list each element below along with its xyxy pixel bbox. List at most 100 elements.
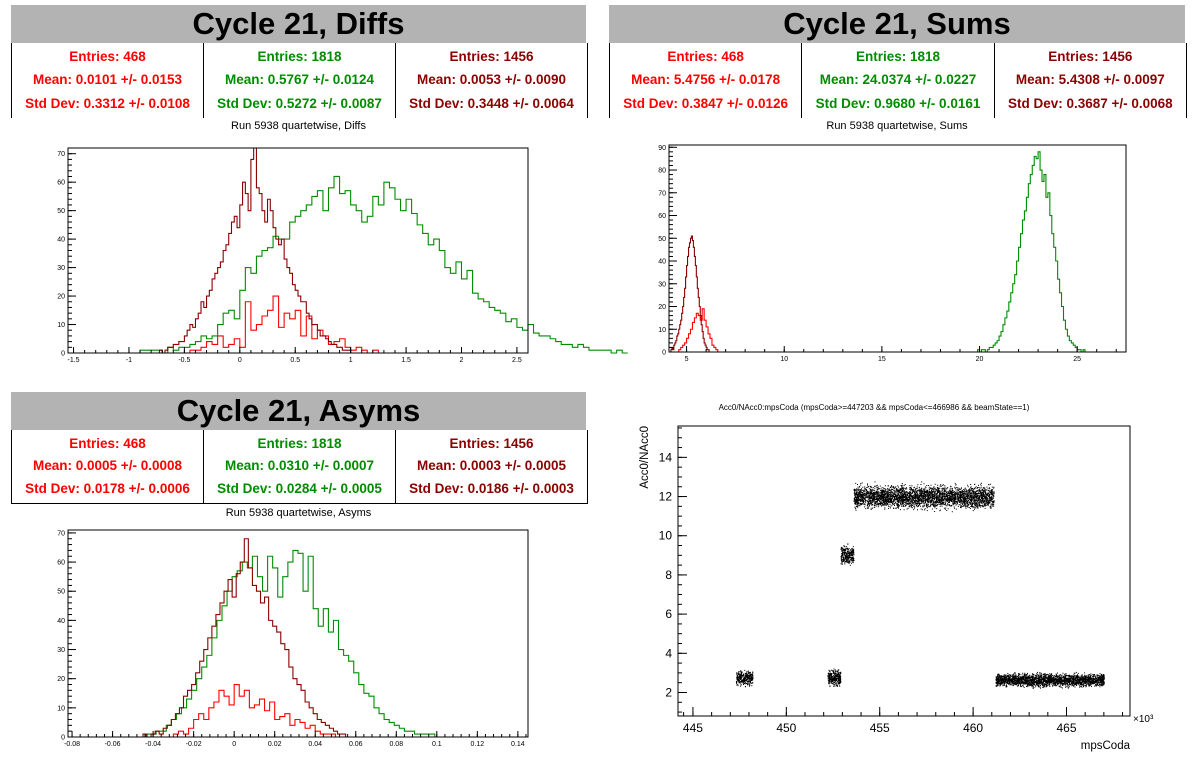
histogram-series-2: [156, 147, 354, 354]
x-tick-label: -1: [126, 357, 132, 364]
y-tick-label: 8: [665, 568, 672, 582]
x-tick-label: 0.02: [268, 741, 282, 748]
scatter-plot: Acc0/NAcc0:mpsCoda (mpsCoda>=447203 && m…: [639, 403, 1154, 752]
entries-text: Entries: 1456: [449, 49, 534, 65]
stat-box-red: Entries: 468 Mean: 5.4756 +/- 0.0178 Std…: [610, 43, 803, 118]
asyms-histogram: -0.08 -0.06 -0.04 -0.02 0 0.02 0.04 0.06 0.08 0.1…: [57, 529, 529, 748]
y-tick-label: 10: [57, 705, 65, 712]
y-tick-label: 20: [57, 676, 65, 683]
entries-text: Entries: 1818: [257, 435, 342, 451]
x-tick-label: 20: [976, 356, 984, 363]
y-tick-label: 30: [57, 265, 65, 272]
x-tick-label: 2.5: [512, 357, 522, 364]
entries-text: Entries: 1818: [855, 49, 941, 65]
mean-text: Mean: 24.0374 +/- 0.0227: [819, 72, 977, 88]
stddev-text: Std Dev: 0.9680 +/- 0.0161: [815, 95, 981, 111]
entries-text: Entries: 468: [69, 435, 146, 451]
diffs-subtitle: Run 5938 quartetwise, Diffs: [231, 120, 366, 132]
plot-frame: [668, 144, 1127, 353]
histogram-series-2: [142, 538, 350, 738]
y-tick-label: 60: [57, 180, 65, 187]
y-tick-label: 20: [57, 294, 65, 301]
stat-box-darkred: Entries: 1456 Mean: 5.4308 +/- 0.0097 St…: [995, 43, 1186, 118]
plot-frame: [67, 147, 529, 354]
sums-histogram: 5 10 15 20 25 0 10 20 30 40 50 60 70 80 90: [658, 144, 1127, 363]
entries-text: Entries: 1456: [449, 435, 534, 451]
stddev-text: Std Dev: 0.0284 +/- 0.0005: [217, 481, 382, 497]
mean-text: Mean: 0.5767 +/- 0.0124: [225, 72, 374, 88]
histogram-series-0: [184, 295, 384, 354]
entries-text: Entries: 468: [667, 49, 744, 65]
x-tick-label: 10: [780, 356, 788, 363]
x-tick-label: 0.06: [349, 741, 363, 748]
stat-box-green: Entries: 1818 Mean: 0.5767 +/- 0.0124 St…: [204, 43, 396, 118]
histogram-series-1: [128, 175, 628, 354]
y-tick-label: 2: [665, 685, 672, 699]
scatter-points: [735, 481, 1105, 689]
x-tick-label: -0.08: [64, 741, 80, 748]
stat-box-green: Entries: 1818 Mean: 24.0374 +/- 0.0227 S…: [802, 43, 995, 118]
y-tick-label: 50: [57, 208, 65, 215]
x-tick-label: 455: [870, 721, 890, 735]
stddev-text: Std Dev: 0.5272 +/- 0.0087: [217, 95, 382, 111]
y-tick-label: 50: [57, 589, 65, 596]
x-tick-label: -0.5: [178, 357, 190, 364]
entries-text: Entries: 468: [69, 49, 146, 65]
stddev-text: Std Dev: 0.3687 +/- 0.0068: [1007, 95, 1173, 111]
x-tick-label: 0.12: [471, 741, 485, 748]
mean-text: Mean: 5.4308 +/- 0.0097: [1015, 72, 1165, 88]
stat-box-darkred: Entries: 1456 Mean: 0.0003 +/- 0.0005 St…: [396, 430, 587, 504]
y-tick-label: 10: [57, 322, 65, 329]
y-tick-label: 0: [662, 350, 666, 357]
y-tick-label: 10: [658, 327, 666, 334]
sums-stats-table: Entries: 468 Mean: 5.4756 +/- 0.0178 Std…: [609, 43, 1187, 118]
x-tick-label: 445: [683, 721, 703, 735]
diffs-title: Cycle 21, Diffs: [11, 5, 586, 43]
histogram-series-1: [140, 549, 440, 738]
y-tick-label: 30: [658, 281, 666, 288]
x-axis-label: mpsCoda: [1081, 740, 1131, 752]
stat-box-red: Entries: 468 Mean: 0.0101 +/- 0.0153 Std…: [12, 43, 204, 118]
x-tick-label: -1.5: [68, 357, 80, 364]
x-tick-label: 0.5: [290, 357, 300, 364]
x-tick-label: 1: [349, 357, 353, 364]
stddev-text: Std Dev: 0.0178 +/- 0.0006: [25, 481, 190, 497]
entries-text: Entries: 1456: [1048, 49, 1133, 65]
scatter-title: Acc0/NAcc0:mpsCoda (mpsCoda>=447203 && m…: [719, 403, 1030, 412]
y-tick-label: 10: [659, 529, 673, 543]
x-tick-label: 0.14: [511, 741, 525, 748]
y-tick-label: 14: [659, 450, 673, 464]
x-multiplier-label: ×10³: [1133, 714, 1154, 725]
x-tick-label: -0.02: [186, 741, 202, 748]
mean-text: Mean: 0.0053 +/- 0.0090: [417, 72, 566, 88]
y-tick-label: 70: [57, 151, 65, 158]
y-tick-label: 6: [665, 607, 672, 621]
x-tick-label: 5: [685, 356, 689, 363]
mean-text: Mean: 5.4756 +/- 0.0178: [631, 72, 781, 88]
y-tick-label: 90: [658, 145, 666, 152]
histogram-series-2: [670, 235, 711, 353]
y-tick-label: 50: [658, 236, 666, 243]
y-tick-label: 12: [659, 490, 673, 504]
mean-text: Mean: 0.0005 +/- 0.0008: [33, 458, 182, 474]
x-tick-label: 460: [963, 721, 983, 735]
x-tick-label: 0: [232, 741, 236, 748]
stddev-text: Std Dev: 0.0186 +/- 0.0003: [409, 481, 574, 497]
y-tick-label: 70: [57, 530, 65, 537]
y-tick-label: 4: [665, 646, 672, 660]
y-tick-label: 0: [61, 351, 65, 358]
y-tick-label: 40: [57, 237, 65, 244]
mean-text: Mean: 0.0310 +/- 0.0007: [225, 458, 374, 474]
x-tick-label: 0.04: [308, 741, 322, 748]
histogram-series-0: [678, 308, 719, 352]
y-tick-label: 80: [658, 168, 666, 175]
y-tick-label: 20: [658, 304, 666, 311]
x-tick-label: 2: [460, 357, 464, 364]
x-tick-label: 25: [1073, 356, 1081, 363]
sums-subtitle: Run 5938 quartetwise, Sums: [826, 120, 968, 132]
x-tick-label: -0.04: [145, 741, 161, 748]
x-tick-label: 15: [878, 356, 886, 363]
y-tick-label: 60: [658, 213, 666, 220]
asyms-title: Cycle 21, Asyms: [11, 392, 586, 430]
plot-frame: [677, 425, 1131, 717]
